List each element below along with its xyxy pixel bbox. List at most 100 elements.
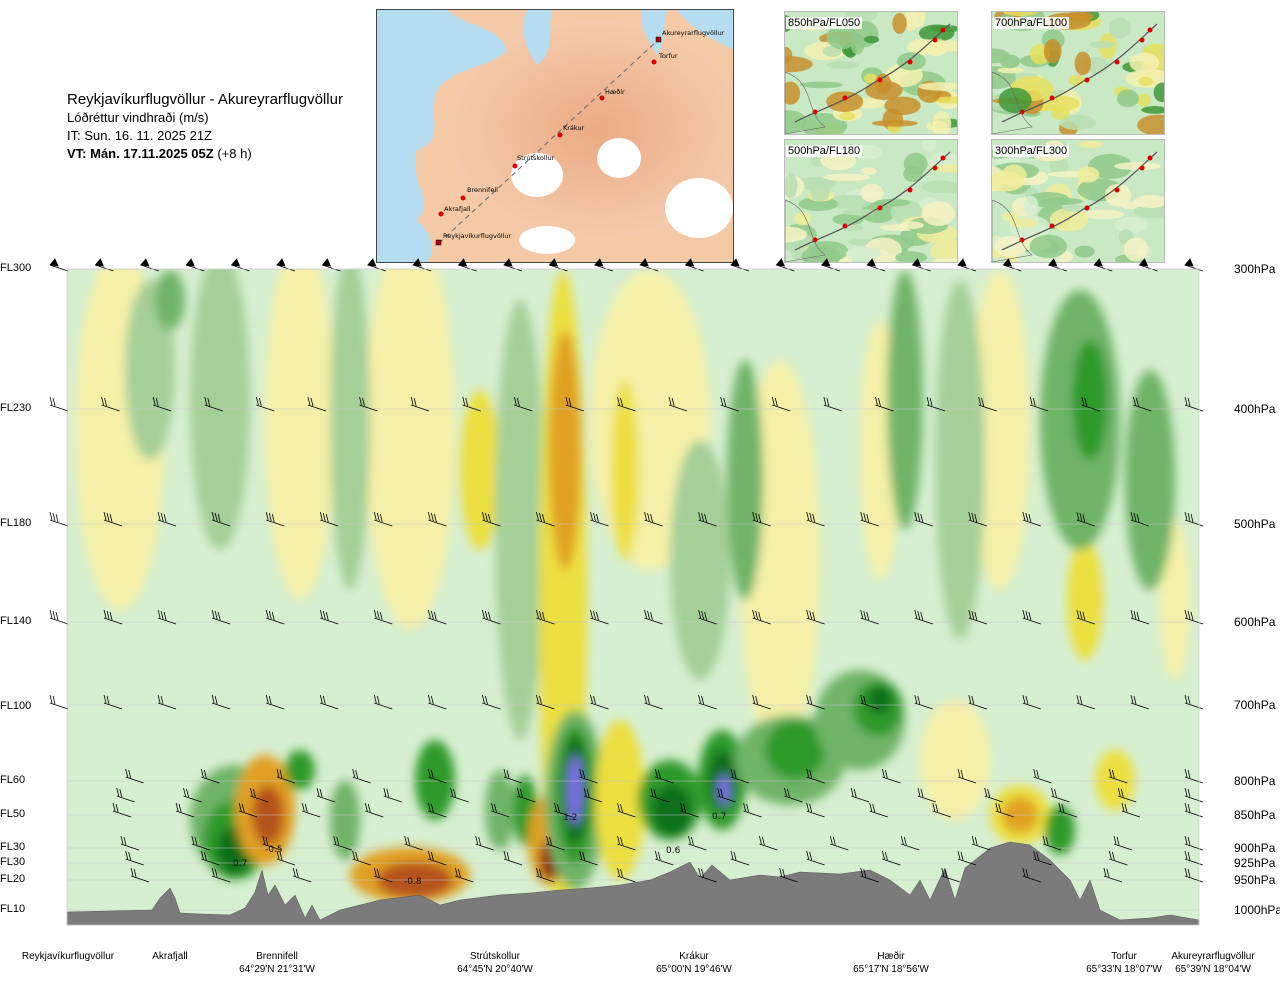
wind-barb-staff [411, 404, 430, 412]
mini-map-shading [822, 173, 871, 181]
wind-barb-feather [1187, 512, 1191, 522]
wind-barb-feather [1184, 802, 1188, 812]
mini-map-shading [873, 199, 911, 207]
wind-barb-feather [204, 396, 208, 406]
wind-barb-feather [404, 835, 408, 845]
wind-barb-feather [758, 835, 762, 845]
wind-barb-staff [157, 702, 177, 710]
wind-barb-feather [1103, 867, 1107, 877]
wind-barb-feather [262, 835, 266, 845]
wind-barb-staff [1113, 843, 1133, 851]
wind-barb-feather [536, 511, 539, 521]
wind-barb-feather [869, 802, 873, 812]
mini-map-point [1019, 237, 1025, 243]
mini-map-point [907, 59, 913, 65]
vertical-velocity-weak_down [970, 270, 1030, 590]
wind-barb-feather [304, 803, 308, 813]
wind-barb-pennant [548, 258, 559, 267]
wind-barb-feather [647, 695, 650, 705]
wind-barb-pennant [957, 258, 967, 267]
wind-barb-feather [698, 867, 701, 877]
mini-map-shading [845, 246, 882, 261]
wind-barb-staff [1184, 776, 1204, 784]
wind-barb-feather [758, 611, 762, 621]
wind-barb-feather [373, 694, 377, 704]
wind-barb-staff [1118, 795, 1137, 803]
wind-barb-staff [752, 519, 771, 527]
wind-barbs [49, 258, 1204, 883]
vertical-velocity-down_1 [1067, 540, 1103, 660]
wind-barb-feather [1187, 788, 1191, 798]
wind-barb-feather [752, 694, 756, 704]
wind-barb-feather [806, 511, 810, 521]
wind-barb-feather [265, 836, 269, 846]
wind-barb-feather [1079, 610, 1083, 620]
wind-barb-feather [214, 868, 218, 878]
wind-barb-feather [809, 610, 813, 620]
wind-barb-feather [200, 768, 204, 778]
wind-barb-staff [590, 519, 609, 527]
wind-barb-staff [1076, 702, 1096, 710]
wind-barb-feather [203, 851, 207, 861]
wind-barb-feather [539, 695, 542, 705]
wind-barb-feather [809, 512, 813, 522]
mini-map-coastline [992, 71, 1033, 134]
wind-barb-feather [720, 396, 724, 406]
wind-barb-feather [186, 788, 189, 798]
wind-barb-staff [617, 843, 636, 851]
wind-barb-feather [178, 803, 182, 813]
wind-barb-feather [1054, 788, 1057, 798]
wind-barb-feather [998, 803, 1002, 813]
mini-map-route [794, 23, 951, 123]
value-annotations: 0.7 -0.5 -0.8 1.2 0.6 0.7 [233, 812, 726, 887]
wind-barb-feather [730, 850, 734, 860]
wind-barb-feather [536, 867, 539, 877]
wind-barb-feather [1187, 868, 1191, 878]
mini-map-shading [801, 246, 842, 262]
wind-barb-feather [1036, 769, 1040, 779]
wind-barb-feather [1076, 511, 1080, 521]
wind-barb-staff [462, 404, 481, 412]
mini-map-point [1114, 187, 1120, 193]
mini-map-shading [1067, 12, 1094, 22]
mini-map-shading [1043, 38, 1062, 64]
wind-barb-feather [1124, 803, 1128, 813]
wind-barb-feather [691, 836, 694, 846]
wind-barb-staff [1184, 617, 1204, 625]
wind-barb-staff [1184, 519, 1204, 527]
wind-barb-feather [265, 511, 269, 521]
mini-map-shading [865, 80, 903, 101]
wind-barb-feather [1184, 835, 1188, 845]
wind-barb-staff [1022, 617, 1041, 625]
wind-barb-feather [427, 609, 431, 619]
value-annotation: 0.6 [666, 846, 681, 856]
wind-barb-feather [926, 396, 930, 406]
wind-barb-staff [1184, 795, 1204, 803]
wind-barb-staff [256, 404, 275, 412]
location-label: Strútskollur 64°45'N 20°40'W [457, 951, 533, 975]
mini-map-shading [785, 226, 808, 243]
level-map-500-label: 500hPa/FL180 [786, 145, 863, 157]
mini-map-shading [872, 120, 918, 127]
wind-barb-feather [647, 512, 650, 522]
wind-barb-pennant [140, 258, 150, 267]
valid-time-offset: (+8 h) [217, 146, 252, 161]
wind-barb-staff [875, 404, 894, 412]
wind-barb-staff [1103, 875, 1123, 883]
wind-barb-feather [1025, 512, 1029, 522]
wind-barb-feather [806, 609, 810, 619]
wind-barb-feather [1187, 695, 1191, 705]
wind-barb-feather [252, 788, 256, 798]
wind-barb-feather [620, 803, 623, 813]
wind-barb-feather [427, 768, 431, 778]
wind-barb-feather [427, 511, 431, 521]
wind-barb-feather [758, 513, 762, 523]
wind-barb-feather [241, 803, 245, 813]
wind-barb-feather [549, 836, 552, 846]
wind-barb-staff [752, 702, 771, 710]
wind-barb-staff [428, 810, 447, 818]
wind-barb-staff [183, 795, 202, 803]
wind-barb-staff [1121, 810, 1141, 818]
wind-barb-feather [746, 803, 749, 813]
wind-barb-feather [565, 396, 569, 406]
